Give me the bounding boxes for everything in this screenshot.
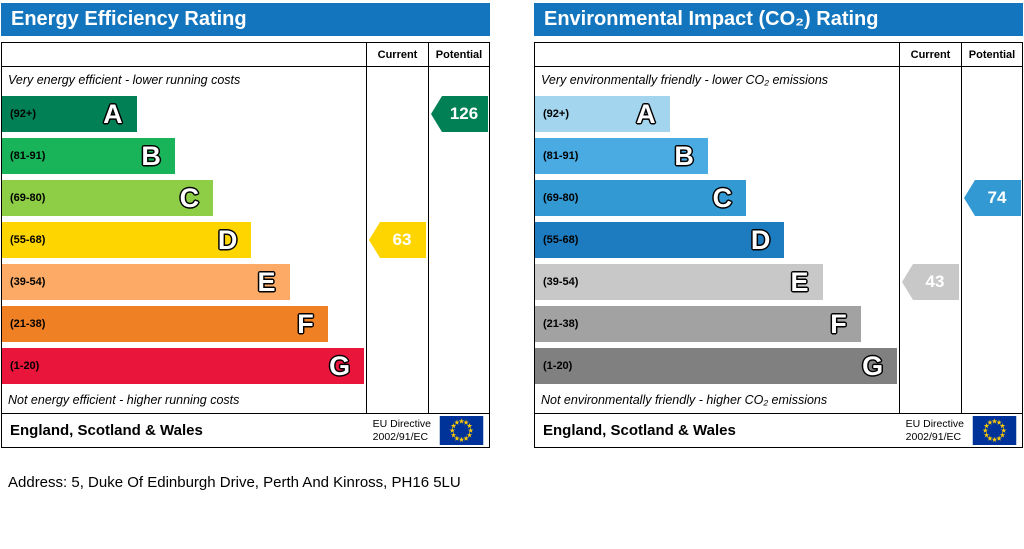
band-letter: F: [830, 308, 847, 339]
current-column: 63: [366, 67, 428, 413]
bands-area: Very energy efficient - lower running co…: [2, 67, 366, 413]
band-letter: B: [141, 140, 161, 171]
band-bar-a: (92+) A: [535, 96, 670, 132]
band-row-b: (81-91) B: [535, 135, 899, 177]
environmental-impact-chart: Environmental Impact (CO₂) Rating Curren…: [534, 3, 1023, 448]
band-letter: G: [862, 350, 884, 381]
band-bar-e: (39-54) E: [2, 264, 290, 300]
environment-chart-table: Current Potential Very environmentally f…: [534, 42, 1023, 448]
header-spacer: [2, 43, 366, 67]
potential-column-header: Potential: [961, 43, 1022, 67]
band-bar-f: (21-38) F: [2, 306, 328, 342]
band-bar-f: (21-38) F: [535, 306, 861, 342]
band-letter: D: [217, 224, 238, 255]
bands-area: Very environmentally friendly - lower CO…: [535, 67, 899, 413]
eu-directive-label: EU Directive 2002/91/EC: [373, 418, 431, 443]
band-bar-d: (55-68) D: [2, 222, 252, 258]
caption-bottom: Not environmentally friendly - higher CO…: [541, 393, 828, 407]
property-address: Address: 5, Duke Of Edinburgh Drive, Per…: [8, 474, 461, 491]
caption-top: Very environmentally friendly - lower CO…: [541, 73, 829, 87]
band-range-label: (92+): [543, 108, 569, 120]
caption-top: Very energy efficient - lower running co…: [8, 73, 241, 87]
band-range-label: (1-20): [543, 360, 573, 372]
band-row-b: (81-91) B: [2, 135, 366, 177]
band-row-f: (21-38) F: [535, 303, 899, 345]
potential-column-header: Potential: [428, 43, 489, 67]
current-column-header: Current: [899, 43, 961, 67]
band-range-label: (39-54): [543, 276, 579, 288]
potential-column: 74: [961, 67, 1022, 413]
band-range-label: (69-80): [543, 192, 579, 204]
band-range-label: (81-91): [543, 150, 579, 162]
band-letter: C: [712, 182, 733, 213]
region-label: England, Scotland & Wales: [10, 422, 203, 439]
region-label: England, Scotland & Wales: [543, 422, 736, 439]
band-letter: E: [257, 266, 276, 297]
band-letter: F: [297, 308, 314, 339]
band-letter: B: [674, 140, 694, 171]
band-letter: C: [179, 182, 200, 213]
band-row-e: (39-54) E: [2, 261, 366, 303]
band-range-label: (1-20): [10, 360, 40, 372]
header-spacer: [535, 43, 899, 67]
caption-bottom: Not energy efficient - higher running co…: [8, 393, 240, 407]
environment-chart-title: Environmental Impact (CO₂) Rating: [534, 3, 1023, 36]
band-letter: D: [750, 224, 771, 255]
eu-directive-line1: EU Directive: [905, 417, 964, 430]
band-range-label: (92+): [10, 108, 36, 120]
eu-directive-label: EU Directive 2002/91/EC: [906, 418, 964, 443]
band-row-a: (92+) A: [535, 93, 899, 135]
eu-directive-line2: 2002/91/EC: [372, 430, 429, 443]
current-rating-pointer: 63: [369, 222, 426, 258]
band-range-label: (69-80): [10, 192, 46, 204]
current-rating-pointer: 43: [902, 264, 959, 300]
band-range-label: (55-68): [10, 234, 46, 246]
band-range-label: (21-38): [10, 318, 46, 330]
current-column-header: Current: [366, 43, 428, 67]
eu-directive-line1: EU Directive: [372, 417, 431, 430]
band-range-label: (39-54): [10, 276, 46, 288]
energy-chart-table: Current Potential Very energy efficient …: [1, 42, 490, 448]
band-range-label: (21-38): [543, 318, 579, 330]
band-row-f: (21-38) F: [2, 303, 366, 345]
potential-rating-pointer: 74: [964, 180, 1021, 216]
current-column: 43: [899, 67, 961, 413]
eu-flag-icon: [972, 416, 1017, 445]
band-letter: G: [329, 350, 351, 381]
energy-efficiency-chart: Energy Efficiency Rating Current Potenti…: [1, 3, 490, 448]
band-bar-g: (1-20) G: [535, 348, 898, 384]
band-bar-c: (69-80) C: [535, 180, 747, 216]
band-row-e: (39-54) E: [535, 261, 899, 303]
potential-rating-pointer: 126: [431, 96, 488, 132]
band-range-label: (81-91): [10, 150, 46, 162]
potential-column: 126: [428, 67, 489, 413]
energy-chart-title: Energy Efficiency Rating: [1, 3, 490, 36]
band-bar-b: (81-91) B: [535, 138, 708, 174]
band-range-label: (55-68): [543, 234, 579, 246]
band-bar-b: (81-91) B: [2, 138, 175, 174]
band-row-g: (1-20) G: [2, 345, 366, 387]
chart-footer: England, Scotland & Wales EU Directive 2…: [535, 413, 1022, 447]
band-row-d: (55-68) D: [535, 219, 899, 261]
band-bar-a: (92+) A: [2, 96, 137, 132]
band-row-g: (1-20) G: [535, 345, 899, 387]
chart-footer: England, Scotland & Wales EU Directive 2…: [2, 413, 489, 447]
band-bar-d: (55-68) D: [535, 222, 785, 258]
band-letter: E: [790, 266, 809, 297]
band-row-c: (69-80) C: [535, 177, 899, 219]
eu-flag-icon: [439, 416, 484, 445]
band-letter: A: [103, 98, 123, 129]
band-bar-g: (1-20) G: [2, 348, 365, 384]
eu-directive-line2: 2002/91/EC: [905, 430, 962, 443]
band-bar-e: (39-54) E: [535, 264, 823, 300]
band-row-a: (92+) A: [2, 93, 366, 135]
band-row-c: (69-80) C: [2, 177, 366, 219]
band-row-d: (55-68) D: [2, 219, 366, 261]
band-bar-c: (69-80) C: [2, 180, 214, 216]
band-letter: A: [636, 98, 656, 129]
